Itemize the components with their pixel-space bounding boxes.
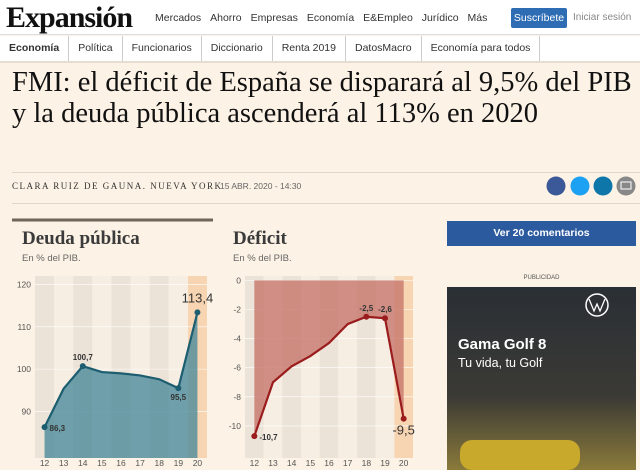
y-tick-label: -8	[233, 392, 241, 402]
point	[194, 309, 201, 316]
y-tick-label: 90	[22, 406, 32, 416]
value-label: -2,6	[378, 305, 392, 314]
y-tick-label: 0	[236, 275, 241, 285]
value-label: 100,7	[73, 353, 94, 362]
y-tick-label: -2	[233, 304, 241, 314]
nav-link[interactable]: E&Empleo	[363, 12, 413, 24]
vw-logo	[585, 293, 609, 317]
x-tick-label: 13	[268, 458, 278, 468]
x-tick-label: 19	[380, 458, 390, 468]
chart-subtitle: En % del PIB.	[22, 253, 81, 264]
x-tick-label: 20	[399, 458, 409, 468]
subnav-link[interactable]: DatosMacro	[346, 36, 422, 61]
rule	[12, 172, 640, 173]
nav-link[interactable]: Economía	[306, 12, 355, 24]
ad-title[interactable]: Gama Golf 8	[458, 336, 547, 353]
comments-button[interactable]: Ver 20 comentarios	[447, 221, 636, 246]
ad-label: PUBLICIDAD	[523, 275, 560, 281]
subnav-link[interactable]: Economía	[0, 36, 70, 61]
value-label: 86,3	[50, 424, 66, 433]
y-tick-label: -10	[229, 421, 242, 431]
chart-title: Deuda pública	[22, 228, 140, 249]
email-icon	[620, 181, 632, 190]
facebook-share[interactable]	[546, 176, 566, 196]
login-link[interactable]: Iniciar sesión	[573, 12, 632, 23]
value-label: -9,5	[392, 423, 414, 438]
subnav-link[interactable]: Funcionarios	[123, 36, 202, 61]
value-label: -2,5	[359, 304, 373, 313]
y-tick-label: 110	[17, 322, 31, 332]
subnav: Economía Política Funcionarios Diccionario R…	[0, 36, 640, 63]
nav-link[interactable]: Mercados	[155, 12, 202, 24]
headline: FMI: el déficit de España se disparará a…	[12, 67, 632, 129]
x-tick-label: 20	[193, 458, 203, 468]
subnav-link[interactable]: Diccionario	[202, 36, 273, 61]
line	[43, 312, 199, 428]
x-tick-label: 18	[362, 458, 372, 468]
author: CLARA RUIZ DE GAUNA. NUEVA YORK	[12, 181, 223, 191]
x-tick-label: 14	[78, 458, 88, 468]
nav: Mercados Ahorro Empresas Economía E&Empleo Ju…	[155, 12, 487, 24]
subscribe-button[interactable]: Suscríbete	[511, 8, 567, 28]
area	[254, 280, 404, 437]
nav-link[interactable]: Ahorro	[210, 12, 242, 24]
chart-subtitle: En % del PIB.	[233, 253, 292, 264]
y-tick-label: 100	[17, 364, 31, 374]
value-label: 95,5	[171, 393, 187, 402]
point	[251, 433, 258, 440]
value-label: -10,7	[259, 433, 278, 442]
x-tick-label: 15	[306, 458, 316, 468]
x-tick-label: 16	[116, 458, 126, 468]
x-tick-label: 12	[250, 458, 260, 468]
ad-image[interactable]	[447, 287, 636, 470]
logo[interactable]: Expansión	[6, 1, 133, 34]
y-tick-label: -6	[233, 363, 241, 373]
twitter-share[interactable]	[570, 176, 590, 196]
y-tick-label: 120	[17, 279, 31, 289]
x-tick-label: 14	[287, 458, 297, 468]
x-tick-label: 19	[174, 458, 184, 468]
email-share[interactable]	[616, 176, 636, 196]
area	[44, 312, 198, 458]
vw-logo-mark	[588, 298, 606, 313]
column-band	[357, 276, 376, 458]
linkedin-share[interactable]	[593, 176, 613, 196]
value-label: 113,4	[182, 290, 214, 305]
x-tick-label: 18	[154, 458, 164, 468]
x-tick-label: 12	[40, 458, 50, 468]
x-tick-label: 17	[343, 458, 353, 468]
y-tick-label: -4	[233, 334, 241, 344]
x-tick-label: 15	[97, 458, 107, 468]
subnav-link[interactable]: Política	[69, 36, 123, 61]
column-band	[35, 276, 55, 458]
point	[175, 385, 182, 392]
date: 15 ABR. 2020 - 14:30	[220, 181, 302, 191]
x-tick-label: 13	[59, 458, 69, 468]
x-tick-label: 16	[324, 458, 334, 468]
nav-link[interactable]: Empresas	[250, 12, 298, 24]
point	[79, 363, 86, 370]
point	[400, 415, 407, 422]
nav-link[interactable]: Jurídico	[421, 12, 459, 24]
x-tick-label: 17	[135, 458, 145, 468]
subnav-link[interactable]: Renta 2019	[273, 36, 346, 61]
point	[41, 424, 48, 431]
line	[253, 315, 405, 437]
chart-title: Déficit	[233, 228, 287, 249]
rule	[12, 203, 640, 204]
nav-link[interactable]: Más	[467, 12, 488, 24]
point	[382, 315, 388, 322]
car	[460, 440, 580, 470]
ad-subtitle[interactable]: Tu vida, tu Golf	[458, 356, 543, 370]
subnav-link[interactable]: Economía para todos	[422, 36, 541, 61]
point	[363, 313, 370, 320]
